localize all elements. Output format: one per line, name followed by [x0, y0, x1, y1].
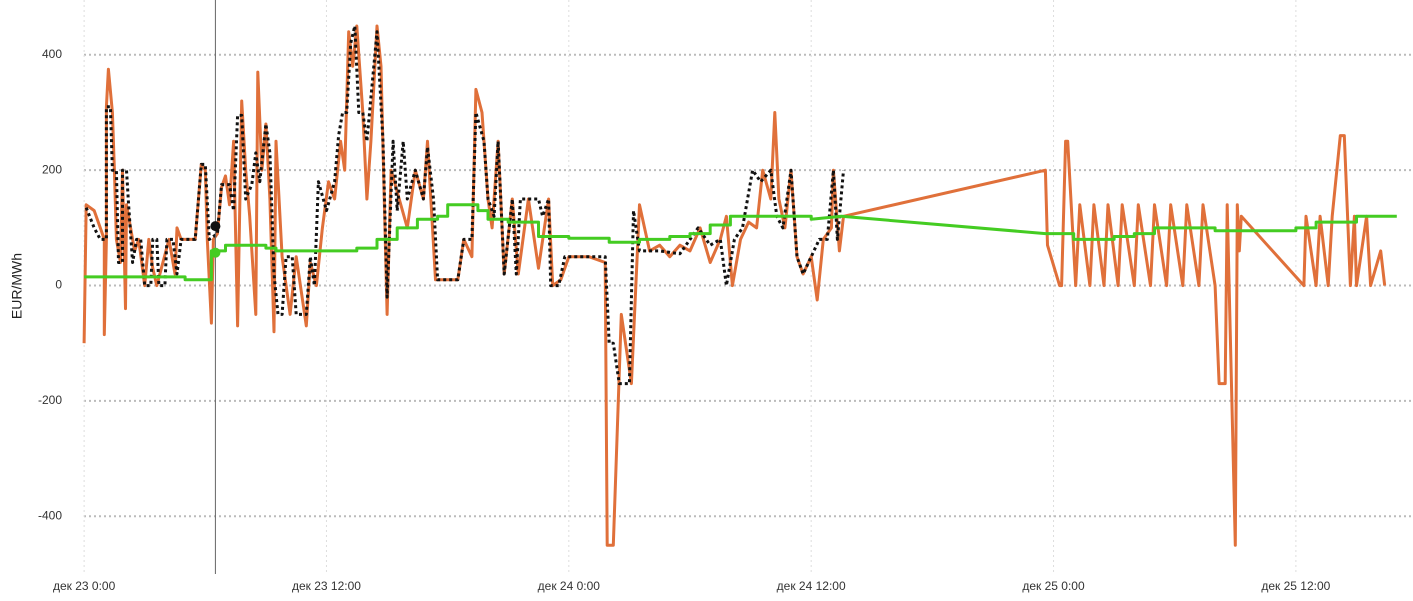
- cursor-point: [210, 247, 221, 258]
- x-tick-label: дек 23 12:00: [292, 579, 361, 593]
- x-tick-label: дек 25 0:00: [1022, 579, 1085, 593]
- x-tick-label: дек 25 12:00: [1261, 579, 1330, 593]
- y-tick-label: -200: [38, 393, 62, 407]
- y-tick-label: 200: [42, 162, 62, 176]
- cursor-point: [210, 221, 221, 232]
- x-tick-label: дек 24 12:00: [777, 579, 846, 593]
- y-axis-label: EUR/MWh: [9, 253, 25, 319]
- y-tick-label: -400: [38, 508, 62, 522]
- x-tick-label: дек 23 0:00: [53, 579, 116, 593]
- series-line: [84, 24, 845, 386]
- y-tick-label: 400: [42, 47, 62, 61]
- x-tick-label: дек 24 0:00: [538, 579, 601, 593]
- y-tick-label: 0: [55, 278, 62, 292]
- series-line: [84, 203, 1397, 282]
